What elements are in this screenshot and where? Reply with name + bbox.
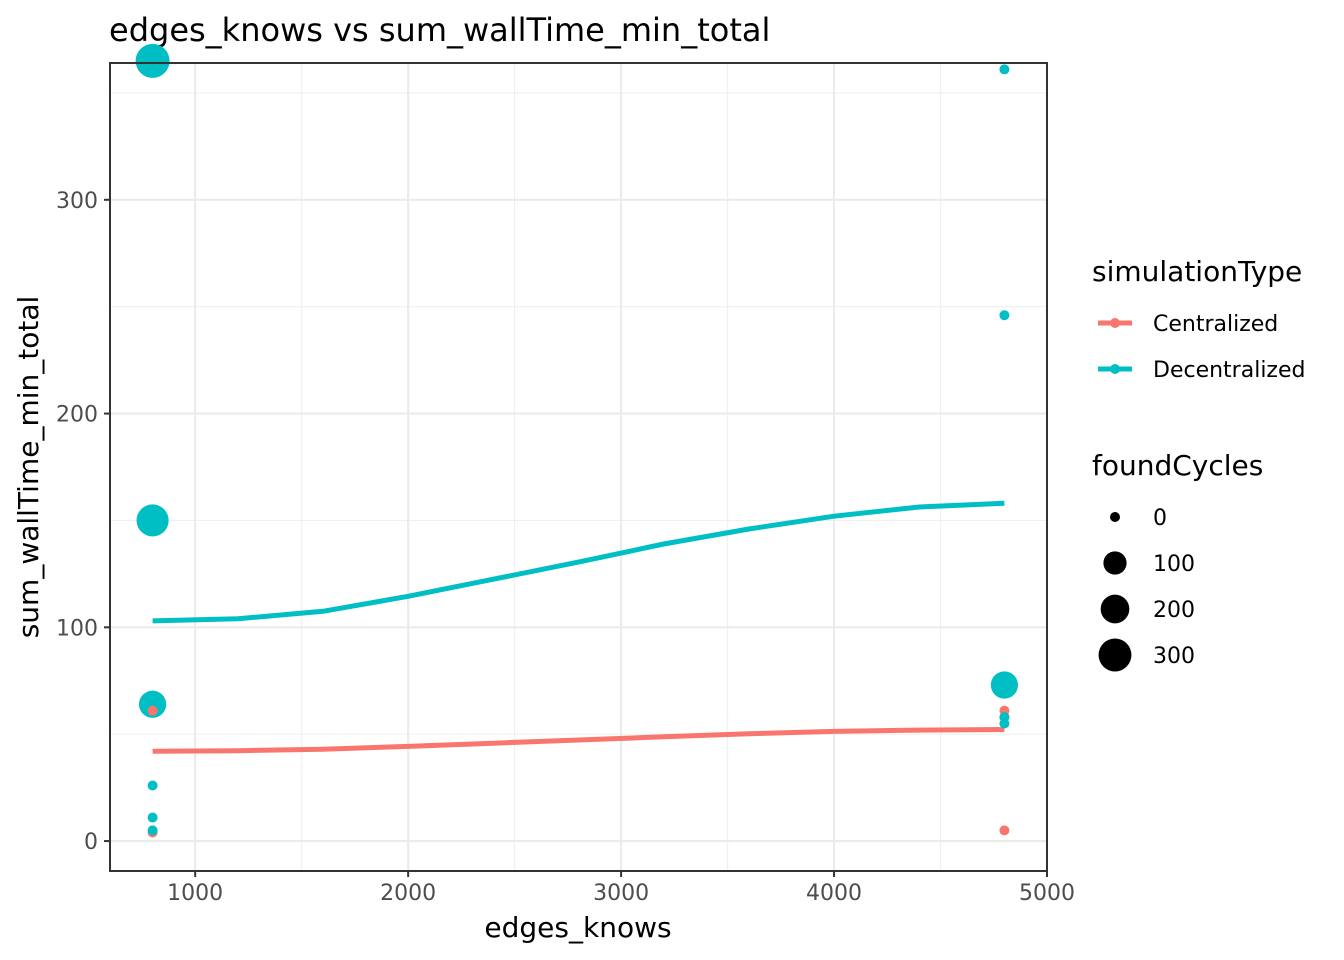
panel-background	[110, 63, 1047, 871]
y-axis: 0 100 200 300	[56, 189, 110, 855]
y-tick-label: 300	[56, 189, 98, 214]
data-point-decentralized	[990, 671, 1019, 699]
data-point-decentralized	[147, 812, 158, 823]
trend-lines	[152, 500, 1005, 754]
data-point-decentralized	[999, 310, 1010, 321]
chart-title: edges_knows vs sum_wallTime_min_total	[109, 11, 770, 49]
legend-color-label: Decentralized	[1153, 358, 1305, 383]
x-tick-label: 3000	[593, 881, 649, 906]
legend-size-title: foundCycles	[1092, 449, 1263, 482]
y-tick-label: 0	[84, 830, 98, 855]
data-point-decentralized	[136, 504, 169, 537]
legend-size-key	[1098, 638, 1132, 672]
data-point-centralized	[999, 825, 1010, 836]
x-tick-label: 1000	[167, 881, 223, 906]
data-point-centralized	[147, 705, 158, 716]
plot-panel	[109, 43, 1049, 872]
x-tick-label: 4000	[806, 881, 862, 906]
legend-size-key	[1100, 594, 1130, 624]
y-tick-label: 200	[56, 403, 98, 428]
trend-line-decentralized	[152, 500, 1005, 624]
data-point-decentralized	[147, 825, 158, 836]
grid-minor	[110, 63, 1047, 871]
data-points	[135, 43, 1019, 838]
data-point-decentralized	[135, 43, 170, 78]
legend-color-label: Centralized	[1153, 312, 1278, 337]
legend-size-key	[1103, 551, 1127, 575]
data-point-decentralized	[138, 690, 167, 718]
panel-border	[109, 62, 1048, 872]
data-point-decentralized	[999, 718, 1010, 729]
y-tick-label: 100	[56, 616, 98, 641]
legend-simulation-type: simulationType Centralized Decentralized	[1092, 255, 1305, 383]
legend-key-point	[1110, 364, 1120, 374]
legend-size-label: 300	[1153, 644, 1195, 669]
x-tick-label: 5000	[1019, 881, 1075, 906]
legend-size-key	[1110, 512, 1120, 522]
x-axis-title: edges_knows	[484, 911, 671, 944]
legend-key-point	[1110, 318, 1120, 328]
legend-color-title: simulationType	[1092, 255, 1302, 288]
x-axis: 1000 2000 3000 4000 5000	[167, 871, 1075, 906]
legend-size-label: 200	[1153, 598, 1195, 623]
data-point-decentralized	[999, 64, 1010, 75]
trend-line-centralized	[152, 727, 1005, 754]
x-tick-label: 2000	[380, 881, 436, 906]
legend-size-label: 100	[1153, 552, 1195, 577]
y-axis-title: sum_wallTime_min_total	[12, 296, 45, 639]
data-point-decentralized	[147, 780, 158, 791]
legend-found-cycles: foundCycles 0 100 200 300	[1092, 449, 1263, 672]
legend-size-label: 0	[1153, 506, 1167, 531]
